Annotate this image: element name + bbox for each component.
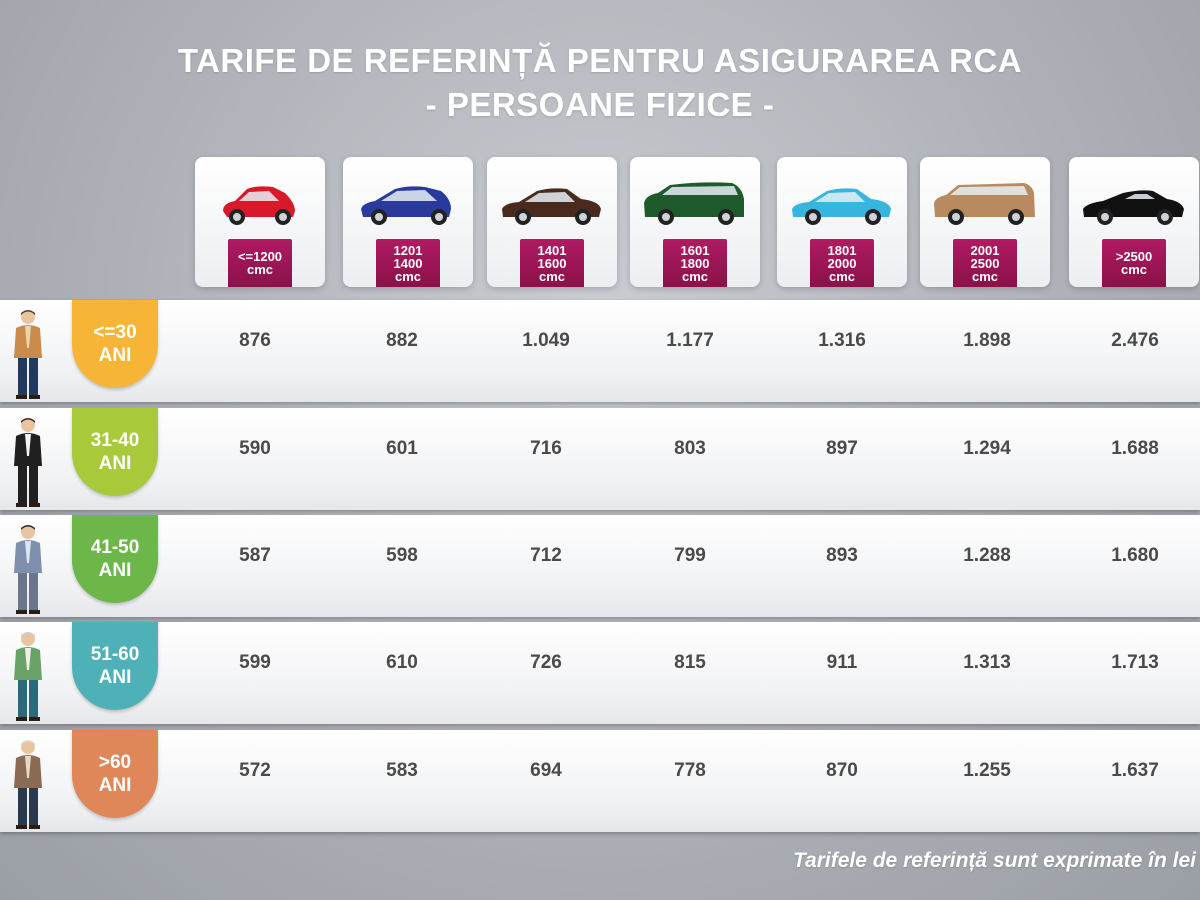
table-row: >60 ANI 572 583 694 778 870 1.255 1.637 [0, 730, 1200, 832]
tariff-value: 911 [826, 652, 858, 673]
engine-size-label: 2001 2500 cmc [953, 239, 1017, 287]
age-group-badge: 51-60 ANI [72, 622, 158, 710]
engine-size-card: >2500 cmc [1069, 157, 1199, 287]
tariff-value: 1.713 [1111, 652, 1159, 673]
tariff-value: 1.049 [522, 330, 570, 351]
tariff-value: 601 [386, 438, 418, 459]
engine-size-card: 1601 1800 cmc [630, 157, 760, 287]
minivan-icon [644, 182, 744, 225]
convertible-icon [1083, 190, 1184, 225]
tariff-value: 1.288 [963, 545, 1011, 566]
table-row: 51-60 ANI 599 610 726 815 911 1.313 1.713 [0, 622, 1200, 724]
tariff-value: 726 [530, 652, 562, 673]
tariff-value: 799 [674, 545, 706, 566]
page-title: TARIFE DE REFERINȚĂ PENTRU ASIGURAREA RC… [177, 42, 1023, 79]
age-group-badge: 31-40 ANI [72, 408, 158, 496]
tariff-value: 1.688 [1111, 438, 1159, 459]
engine-size-label: 1401 1600 cmc [520, 239, 584, 287]
tariff-value: 897 [826, 438, 858, 459]
tariff-value: 1.255 [963, 760, 1011, 781]
page-subtitle: - PERSOANE FIZICE - [425, 86, 775, 123]
tariff-value: 712 [530, 545, 562, 566]
tariff-value: 1.313 [963, 652, 1011, 673]
tariff-value: 599 [239, 652, 271, 673]
tariff-value: 1.898 [963, 330, 1011, 351]
table-row: 41-50 ANI 587 598 712 799 893 1.288 1.680 [0, 515, 1200, 617]
tariff-value: 2.476 [1111, 330, 1159, 351]
person-icon [14, 310, 42, 399]
engine-size-card: 1201 1400 cmc [343, 157, 473, 287]
suv-icon [934, 183, 1035, 225]
table-row: <=30 ANI 876 882 1.049 1.177 1.316 1.898 2.476 [0, 300, 1200, 402]
tariff-value: 610 [386, 652, 418, 673]
tariff-value: 694 [530, 760, 562, 781]
tariff-value: 815 [674, 652, 706, 673]
tariff-value: 893 [826, 545, 858, 566]
tariff-value: 716 [530, 438, 562, 459]
age-group-badge: >60 ANI [72, 730, 158, 818]
engine-size-label: 1201 1400 cmc [376, 239, 440, 287]
engine-size-card: 2001 2500 cmc [920, 157, 1050, 287]
person-icon [14, 418, 42, 507]
table-row: 31-40 ANI 590 601 716 803 897 1.294 1.688 [0, 408, 1200, 510]
tariff-value: 587 [239, 545, 271, 566]
engine-size-card: 1801 2000 cmc [777, 157, 907, 287]
tariff-value: 778 [674, 760, 706, 781]
hatchback-icon [223, 186, 295, 225]
tariff-value: 572 [239, 760, 271, 781]
tariff-value: 1.680 [1111, 545, 1159, 566]
person-icon [14, 632, 42, 721]
sedan-icon [792, 188, 891, 225]
tariff-value: 1.294 [963, 438, 1011, 459]
engine-size-label: >2500 cmc [1102, 239, 1166, 287]
footnote: Tarifele de referință sunt exprimate în … [792, 849, 1196, 872]
tariff-value: 882 [386, 330, 418, 351]
person-icon [14, 740, 42, 829]
tariff-value: 583 [386, 760, 418, 781]
compact-hatchback-icon [361, 186, 451, 225]
engine-size-card: 1401 1600 cmc [487, 157, 617, 287]
sedan-icon [502, 188, 601, 225]
tariff-value: 1.177 [666, 330, 714, 351]
engine-size-label: 1601 1800 cmc [663, 239, 727, 287]
engine-size-label: <=1200 cmc [228, 239, 292, 287]
engine-size-label: 1801 2000 cmc [810, 239, 874, 287]
engine-size-card: <=1200 cmc [195, 157, 325, 287]
tariff-value: 803 [674, 438, 706, 459]
tariff-value: 870 [826, 760, 858, 781]
person-icon [14, 525, 42, 614]
age-group-badge: 41-50 ANI [72, 515, 158, 603]
tariff-value: 876 [239, 330, 271, 351]
tariff-value: 1.637 [1111, 760, 1159, 781]
tariff-value: 590 [239, 438, 271, 459]
age-group-badge: <=30 ANI [72, 300, 158, 388]
tariff-value: 598 [386, 545, 418, 566]
tariff-value: 1.316 [818, 330, 866, 351]
